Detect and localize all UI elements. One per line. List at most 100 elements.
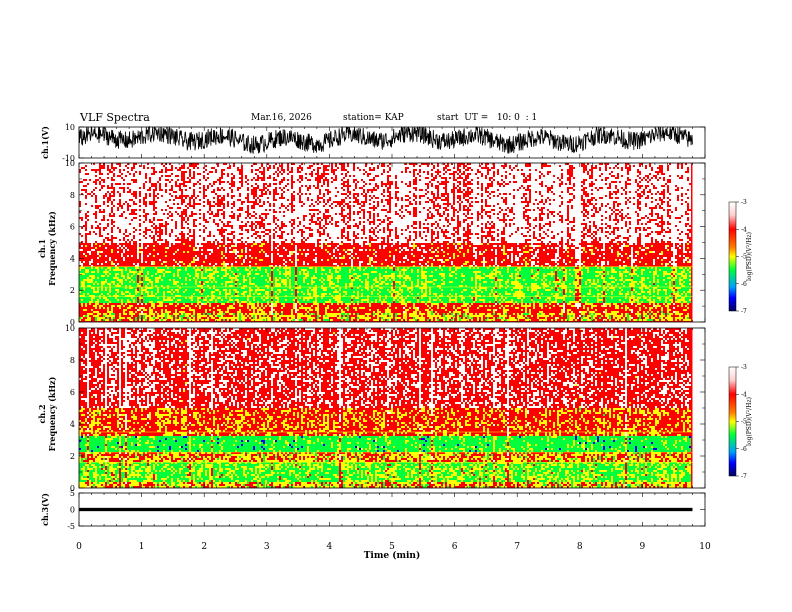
spec-cell: [505, 233, 511, 235]
spec-cell: [535, 203, 537, 205]
spec-cell: [481, 261, 483, 263]
spec-cell: [235, 237, 241, 239]
spec-cell: [575, 195, 581, 197]
spec-cell: [381, 267, 383, 269]
spec-cell: [673, 273, 675, 275]
spec-cell: [329, 271, 331, 273]
spec-cell: [439, 259, 443, 261]
spec-cell: [429, 165, 433, 167]
spec-cell: [399, 237, 405, 239]
spec-cell: [515, 279, 517, 281]
spec-cell: [233, 285, 235, 287]
spec-cell: [215, 221, 221, 223]
spec-cell: [455, 269, 457, 271]
spec-cell: [619, 247, 623, 249]
spec-cell: [519, 229, 529, 231]
spec-cell: [637, 281, 639, 283]
spec-cell: [489, 171, 493, 173]
spec-cell: [479, 183, 481, 185]
spec-cell: [137, 193, 139, 195]
spec-cell: [365, 185, 375, 187]
spec-cell: [99, 283, 101, 285]
spec-cell: [507, 249, 513, 251]
spec-cell: [483, 217, 489, 219]
spec-cell: [307, 277, 311, 279]
spec-cell: [641, 277, 645, 279]
spec-cell: [439, 241, 443, 243]
spec-cell: [277, 199, 287, 201]
spec-cell: [289, 173, 305, 175]
spec-cell: [613, 197, 615, 199]
spec-cell: [391, 283, 393, 285]
spec-cell: [271, 257, 273, 259]
spec-cell: [349, 269, 351, 271]
spec-cell: [111, 249, 113, 251]
spec-cell: [251, 267, 257, 269]
spec-cell: [427, 279, 433, 281]
spec-cell: [211, 207, 223, 209]
spec-cell: [225, 169, 237, 171]
spec-cell: [445, 283, 475, 285]
spec-cell: [209, 185, 211, 187]
spec-cell: [685, 281, 691, 283]
spec-cell: [615, 207, 627, 209]
spec-cell: [531, 245, 539, 247]
spec-cell: [593, 181, 611, 183]
spec-cell: [365, 281, 369, 283]
spec-cell: [167, 229, 171, 231]
spec-cell: [285, 187, 291, 189]
spec-cell: [653, 183, 665, 185]
spec-cell: [223, 267, 225, 269]
spec-cell: [113, 227, 117, 229]
spec-cell: [651, 267, 653, 269]
spec-cell: [101, 289, 103, 291]
spec-cell: [587, 215, 591, 217]
spec-cell: [675, 279, 679, 281]
spec-cell: [391, 201, 409, 203]
spec-cell: [577, 279, 579, 281]
spec-cell: [97, 171, 99, 173]
spec-cell: [213, 275, 217, 277]
spec-cell: [285, 197, 291, 199]
spec-cell: [429, 249, 431, 251]
spec-cell: [205, 269, 213, 271]
spec-cell: [79, 283, 81, 285]
spec-cell: [169, 205, 185, 207]
spec-cell: [611, 173, 617, 175]
spec-cell: [591, 245, 593, 247]
spec-cell: [333, 165, 335, 167]
spec-cell: [541, 225, 543, 227]
spec-cell: [409, 267, 421, 269]
spec-cell: [339, 253, 341, 255]
spec-cell: [201, 209, 209, 211]
spec-cell: [375, 187, 377, 189]
spec-cell: [207, 165, 217, 167]
spec-cell: [669, 283, 671, 285]
spec-cell: [253, 171, 259, 173]
spec-cell: [599, 229, 601, 231]
spec-cell: [615, 279, 617, 281]
spec-cell: [189, 239, 191, 241]
spec-cell: [423, 267, 425, 269]
spec-cell: [627, 225, 657, 227]
spec-cell: [407, 287, 413, 289]
spec-cell: [149, 163, 161, 165]
spec-cell: [291, 271, 295, 273]
spec-cell: [281, 283, 283, 285]
spec-cell: [179, 179, 181, 181]
spec-cell: [531, 271, 533, 273]
spec-cell: [559, 245, 561, 247]
spec-cell: [349, 231, 353, 233]
spec-cell: [173, 187, 179, 189]
spec-cell: [439, 273, 445, 275]
spec-cell: [615, 203, 617, 205]
spec-cell: [247, 275, 249, 277]
spec-cell: [563, 237, 569, 239]
spec-cell: [647, 165, 649, 167]
spec-cell: [361, 211, 363, 213]
spec-cell: [531, 191, 535, 193]
spec-cell: [439, 231, 441, 233]
spec-cell: [683, 277, 687, 279]
start-time-label: start UT = 10: 0 : 1: [437, 113, 538, 123]
spec-cell: [225, 189, 231, 191]
